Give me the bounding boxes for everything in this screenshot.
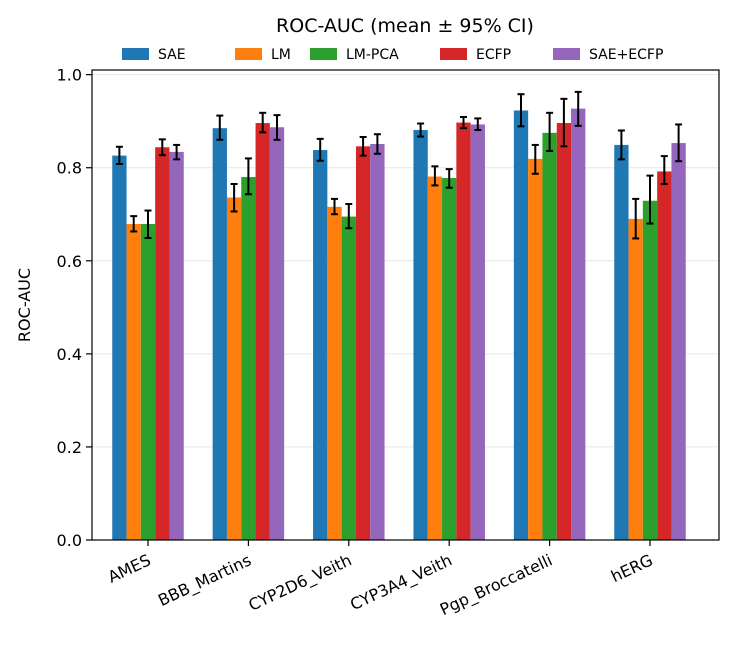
bar-sae-ecfp-3 bbox=[470, 124, 485, 540]
legend-label: LM bbox=[271, 47, 291, 63]
y-axis: 0.0 0.2 0.4 0.6 0.8 1.0 bbox=[57, 66, 92, 550]
legend-label: ECFP bbox=[476, 47, 511, 63]
x-tick-label: AMES bbox=[105, 550, 154, 586]
legend-label: SAE bbox=[158, 47, 186, 63]
bars bbox=[112, 108, 686, 541]
y-tick-label: 0.0 bbox=[57, 531, 82, 550]
y-tick-label: 0.2 bbox=[57, 438, 82, 457]
bar-sae-ecfp-1 bbox=[269, 127, 285, 541]
bar-sae-3 bbox=[413, 130, 428, 540]
x-tick-label: Pgp_Broccatelli bbox=[437, 550, 556, 620]
x-tick-label: CYP2D6_Veith bbox=[245, 550, 354, 615]
bar-sae-ecfp-2 bbox=[370, 143, 385, 540]
bar-lm-pca-1 bbox=[241, 177, 256, 540]
bar-ecfp-5 bbox=[657, 171, 672, 540]
bar-lm-3 bbox=[427, 176, 443, 540]
bar-lm-2 bbox=[327, 206, 342, 540]
x-tick-label: hERG bbox=[608, 550, 656, 586]
legend-swatch-sae bbox=[122, 48, 149, 60]
legend-label: SAE+ECFP bbox=[589, 47, 663, 63]
bar-sae-0 bbox=[112, 155, 127, 540]
bar-ecfp-1 bbox=[255, 123, 270, 541]
bar-lm-5 bbox=[628, 218, 643, 540]
y-tick-label: 1.0 bbox=[57, 66, 82, 85]
bar-ecfp-3 bbox=[456, 122, 471, 540]
bar-sae-2 bbox=[313, 150, 328, 540]
bar-ecfp-2 bbox=[355, 146, 371, 540]
legend-swatch-lm-pca bbox=[310, 48, 337, 60]
y-tick-label: 0.4 bbox=[57, 345, 82, 364]
bar-sae-5 bbox=[614, 144, 629, 541]
bar-lm-0 bbox=[126, 224, 141, 540]
plot-frame bbox=[91, 69, 720, 541]
bar-lm-pca-2 bbox=[341, 216, 356, 540]
bar-lm-pca-4 bbox=[542, 132, 557, 540]
bar-lm-4 bbox=[528, 158, 543, 540]
bar-sae-1 bbox=[212, 128, 227, 540]
bar-ecfp-4 bbox=[556, 123, 572, 541]
y-tick-label: 0.8 bbox=[57, 159, 82, 178]
bar-sae-4 bbox=[513, 110, 529, 541]
bar-lm-pca-5 bbox=[642, 200, 658, 540]
x-tick-label: BBB_Martins bbox=[155, 550, 254, 611]
bar-ecfp-0 bbox=[155, 147, 170, 540]
y-tick-label: 0.6 bbox=[57, 252, 82, 271]
legend-swatch-lm bbox=[235, 48, 262, 60]
legend-label: LM-PCA bbox=[346, 47, 399, 63]
bar-sae-ecfp-0 bbox=[169, 151, 184, 540]
y-axis-label: ROC-AUC bbox=[15, 268, 34, 342]
chart-title: ROC-AUC (mean ± 95% CI) bbox=[276, 15, 534, 37]
bar-lm-pca-0 bbox=[140, 224, 156, 540]
bar-lm-1 bbox=[226, 197, 242, 540]
legend-swatch-sae-ecfp bbox=[553, 48, 580, 60]
error-bars bbox=[115, 90, 683, 240]
bar-sae-ecfp-5 bbox=[671, 143, 686, 541]
legend: SAE LM LM-PCA ECFP SAE+ECFP bbox=[122, 47, 663, 63]
x-axis: AMES BBB_MartinsCYP2D6_VeithCYP3A4_VeithP… bbox=[105, 540, 656, 620]
bar-lm-pca-3 bbox=[442, 177, 457, 541]
bar-sae-ecfp-4 bbox=[571, 108, 586, 540]
legend-swatch-ecfp bbox=[440, 48, 467, 60]
